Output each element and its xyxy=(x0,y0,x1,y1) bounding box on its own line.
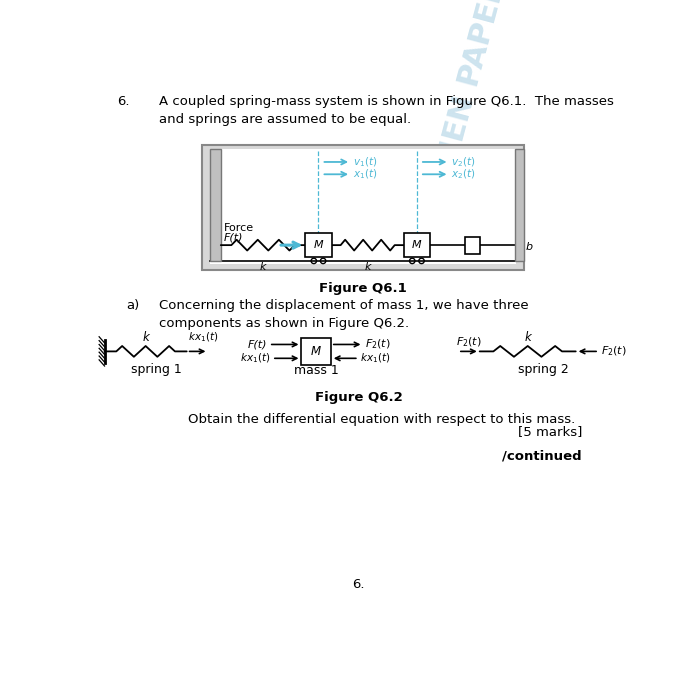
Text: [5 marks]: [5 marks] xyxy=(517,425,582,438)
Text: SPECIMEN PAPER: SPECIMEN PAPER xyxy=(407,0,512,270)
Text: b: b xyxy=(526,241,533,251)
Bar xyxy=(305,233,332,258)
Text: $F_2(t)$: $F_2(t)$ xyxy=(601,345,626,358)
Text: k: k xyxy=(365,262,371,272)
Bar xyxy=(210,149,516,264)
Bar xyxy=(465,237,480,254)
Text: mass 1: mass 1 xyxy=(294,364,339,377)
Text: Concerning the displacement of mass 1, we have three
components as shown in Figu: Concerning the displacement of mass 1, w… xyxy=(159,299,528,330)
Text: spring 2: spring 2 xyxy=(518,363,568,376)
Bar xyxy=(404,233,430,258)
Text: Force: Force xyxy=(224,223,254,233)
Text: F(t): F(t) xyxy=(248,339,267,349)
Text: /continued: /continued xyxy=(503,450,582,463)
Text: $kx_1(t)$: $kx_1(t)$ xyxy=(240,352,270,365)
Text: Figure Q6.2: Figure Q6.2 xyxy=(315,391,402,404)
Text: 6.: 6. xyxy=(117,95,130,108)
Text: $v_2(t)$: $v_2(t)$ xyxy=(451,155,475,169)
Text: Obtain the differential equation with respect to this mass.: Obtain the differential equation with re… xyxy=(188,413,575,426)
Text: $v_1(t)$: $v_1(t)$ xyxy=(353,155,377,169)
Text: $F_2(t)$: $F_2(t)$ xyxy=(456,335,482,349)
Text: $kx_1(t)$: $kx_1(t)$ xyxy=(360,352,391,365)
Bar xyxy=(514,149,524,260)
Text: $kx_1(t)$: $kx_1(t)$ xyxy=(188,331,218,344)
Text: 6.: 6. xyxy=(353,578,365,591)
Text: k: k xyxy=(260,262,266,272)
Text: M: M xyxy=(311,345,321,358)
Text: k: k xyxy=(142,331,149,343)
Text: $x_1(t)$: $x_1(t)$ xyxy=(353,168,377,181)
Text: $x_2(t)$: $x_2(t)$ xyxy=(451,168,475,181)
Text: k: k xyxy=(524,331,531,343)
Text: A coupled spring-mass system is shown in Figure Q6.1.  The masses
and springs ar: A coupled spring-mass system is shown in… xyxy=(159,95,614,126)
Text: M: M xyxy=(412,240,421,250)
Text: F(t): F(t) xyxy=(224,233,244,243)
Text: M: M xyxy=(314,240,323,250)
Text: Figure Q6.1: Figure Q6.1 xyxy=(318,282,407,295)
Bar xyxy=(302,337,331,365)
Text: spring 1: spring 1 xyxy=(131,363,182,376)
Text: $F_2(t)$: $F_2(t)$ xyxy=(365,337,391,352)
Text: a): a) xyxy=(126,299,139,312)
Bar xyxy=(202,145,524,270)
Bar xyxy=(210,149,220,260)
